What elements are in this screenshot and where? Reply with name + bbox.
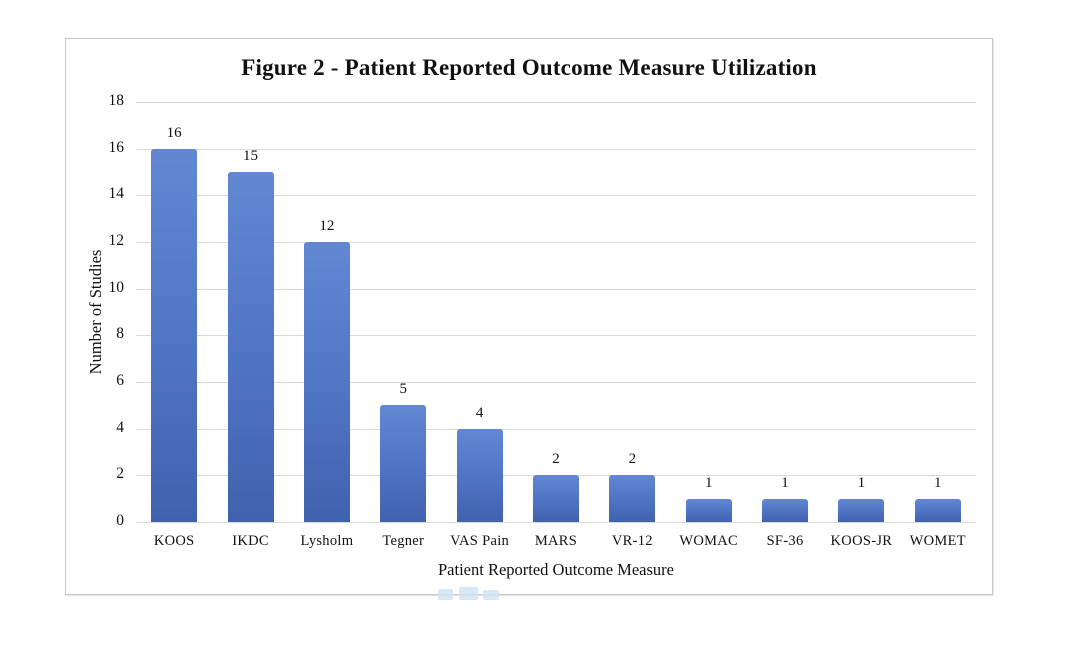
gridline — [136, 382, 976, 383]
watermark-fragment — [438, 589, 453, 600]
bar-value-label: 2 — [628, 451, 637, 468]
y-tick-label: 8 — [116, 325, 124, 343]
x-category-label: VAS Pain — [450, 533, 510, 549]
gridline — [136, 288, 976, 290]
bar-column: 2 MARS — [518, 102, 594, 549]
gridline — [136, 195, 976, 197]
bar — [838, 498, 885, 522]
bar-column: 12 Lysholm — [289, 102, 365, 549]
bar-value-label: 1 — [857, 474, 866, 491]
bar — [609, 475, 656, 522]
bar-column: 2 VR-12 — [594, 102, 670, 549]
bar — [762, 498, 809, 522]
bar — [227, 172, 274, 522]
bar-value-label: 1 — [934, 474, 942, 491]
bar-column: 4 VAS Pain — [441, 102, 517, 549]
x-category-label: VR-12 — [611, 533, 653, 549]
bar-value-label: 1 — [781, 474, 789, 491]
bar — [380, 405, 427, 522]
bar-value-label: 5 — [399, 381, 408, 398]
bar — [532, 475, 579, 522]
bar-value-label: 12 — [319, 218, 335, 234]
bar — [456, 428, 503, 522]
bar-column: 1 KOOS-JR — [823, 102, 899, 549]
bar-value-label: 2 — [552, 451, 560, 468]
bar-column: 15 IKDC — [212, 102, 288, 549]
bar-columns: 16 KOOS 15 IKDC 12 Lysholm 5 Tegner 4 VAS Pain 2 MA… — [136, 102, 976, 549]
x-category-label: KOOS — [153, 533, 195, 549]
bar-value-label: 1 — [704, 474, 713, 491]
gridline — [136, 242, 976, 243]
bar — [151, 148, 198, 522]
bar-value-label: 16 — [166, 124, 182, 141]
x-category-label: IKDC — [232, 533, 269, 549]
watermark-fragment — [483, 590, 499, 600]
chart-title: Figure 2 - Patient Reported Outcome Meas… — [241, 55, 817, 80]
x-category-label: Lysholm — [300, 533, 354, 549]
x-axis-title: Patient Reported Outcome Measure — [438, 560, 674, 579]
y-tick-label: 14 — [108, 185, 125, 203]
y-tick-label: 10 — [108, 278, 125, 296]
bar-column: 5 Tegner — [365, 102, 441, 549]
y-tick-label: 2 — [116, 465, 124, 483]
bar-value-label: 4 — [475, 404, 484, 421]
watermark-fragment — [459, 587, 478, 600]
y-tick-labels: 0 2 4 6 8 10 12 14 16 18 — [66, 92, 125, 529]
gridline — [136, 428, 976, 430]
x-category-label: WOMAC — [679, 533, 739, 549]
y-tick-label: 0 — [116, 512, 124, 529]
gridline — [136, 335, 976, 337]
plot-area: 16 KOOS 15 IKDC 12 Lysholm 5 Tegner 4 VAS Pain 2 MA… — [136, 102, 976, 549]
figure-box: Figure 2 - Patient Reported Outcome Meas… — [65, 38, 993, 595]
bar-column: 1 WOMAC — [671, 102, 747, 549]
bar-column: 1 WOMET — [900, 102, 976, 549]
bar-value-label: 15 — [243, 148, 259, 164]
y-tick-label: 18 — [108, 92, 125, 109]
x-category-label: SF-36 — [766, 533, 804, 549]
bar-column: 16 KOOS — [136, 102, 212, 549]
bar-column: 1 SF-36 — [747, 102, 823, 549]
bar — [685, 498, 732, 522]
y-tick-label: 12 — [108, 232, 125, 249]
x-category-label: Tegner — [382, 533, 425, 549]
gridline — [136, 522, 976, 523]
gridline — [136, 148, 976, 150]
y-tick-label: 6 — [116, 372, 124, 389]
y-tick-label: 4 — [116, 418, 124, 436]
y-tick-label: 16 — [108, 138, 125, 156]
x-category-label: KOOS-JR — [830, 533, 893, 549]
bar — [303, 242, 350, 522]
x-category-label: WOMET — [909, 533, 966, 549]
x-category-label: MARS — [534, 533, 578, 549]
gridline — [136, 102, 976, 103]
bar — [914, 498, 961, 522]
